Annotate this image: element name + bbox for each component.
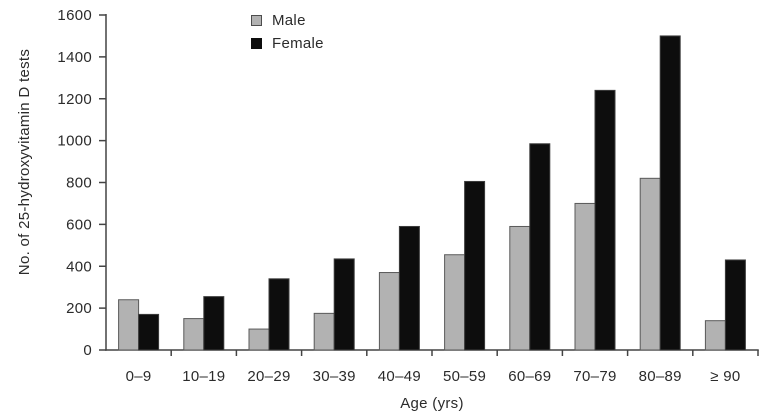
bar-female-9 [659, 35, 681, 351]
x-tick-label: 40–49 [378, 368, 421, 385]
x-tick-label: 30–39 [313, 368, 356, 385]
legend-item-female: Female [251, 36, 324, 51]
bar-male-5 [378, 272, 400, 351]
y-tick-label: 1600 [57, 7, 92, 24]
bar-male-1 [118, 299, 140, 351]
y-tick-label: 600 [66, 216, 92, 233]
y-tick-label: 200 [66, 300, 92, 317]
bar-female-2 [203, 296, 225, 351]
bar-male-2 [183, 318, 205, 351]
bar-male-10 [704, 320, 726, 351]
y-tick-label: 400 [66, 258, 92, 275]
y-tick-label: 1000 [57, 133, 92, 150]
x-tick-label: 20–29 [247, 368, 290, 385]
bar-female-3 [268, 278, 290, 351]
legend-label-male: Male [272, 12, 306, 29]
x-tick-label: 80–89 [639, 368, 682, 385]
bar-male-3 [248, 328, 270, 351]
bar-female-4 [333, 258, 355, 351]
bar-female-10 [724, 259, 746, 351]
legend-item-male: Male [251, 13, 324, 28]
bar-male-4 [313, 312, 335, 351]
bar-female-1 [138, 313, 160, 351]
bar-male-7 [509, 225, 531, 351]
male-swatch-icon [251, 15, 262, 26]
female-swatch-icon [251, 38, 262, 49]
legend-label-female: Female [272, 35, 324, 52]
y-tick-label: 0 [83, 342, 92, 359]
chart-legend: Male Female [251, 13, 324, 59]
x-tick-label: 0–9 [126, 368, 152, 385]
bar-female-7 [529, 143, 551, 351]
y-tick-label: 1200 [57, 91, 92, 108]
y-axis-title: No. of 25-hydroxyvitamin D tests [16, 48, 33, 276]
x-tick-label: 70–79 [573, 368, 616, 385]
y-tick-label: 1400 [57, 49, 92, 66]
x-tick-label: 10–19 [182, 368, 225, 385]
x-axis-title: Age (yrs) [400, 395, 464, 412]
bar-male-6 [444, 254, 466, 351]
bar-female-8 [594, 89, 616, 351]
bar-female-6 [464, 180, 486, 351]
x-tick-label: 60–69 [508, 368, 551, 385]
bar-male-8 [574, 202, 596, 351]
bar-male-9 [639, 177, 661, 351]
bar-female-5 [398, 225, 420, 351]
y-tick-label: 800 [66, 175, 92, 192]
x-tick-label: ≥ 90 [710, 368, 740, 385]
x-tick-label: 50–59 [443, 368, 486, 385]
